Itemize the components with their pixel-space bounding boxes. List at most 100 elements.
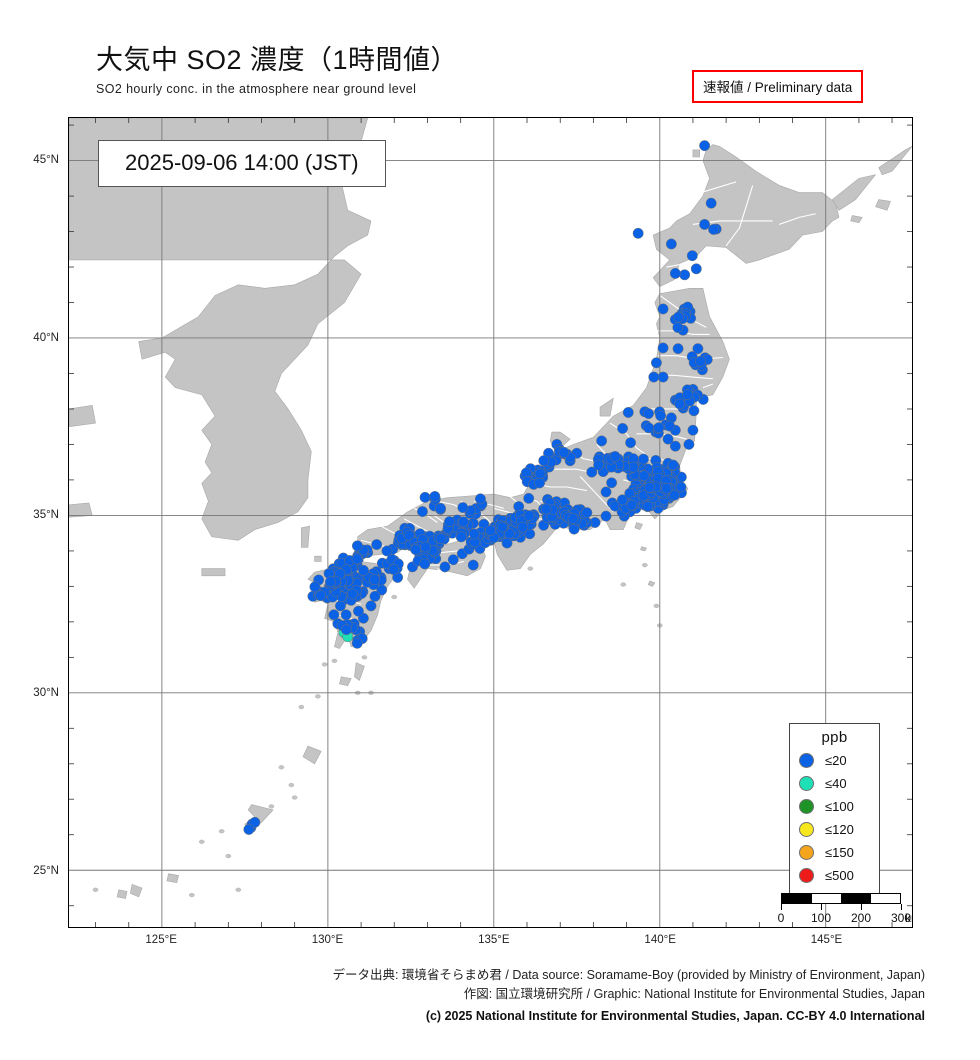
station-point[interactable] xyxy=(662,433,674,445)
station-point[interactable] xyxy=(439,561,451,573)
station-point[interactable] xyxy=(617,422,629,434)
station-point[interactable] xyxy=(600,510,612,522)
station-point[interactable] xyxy=(672,311,684,323)
station-point[interactable] xyxy=(593,459,605,471)
station-point[interactable] xyxy=(249,816,261,828)
station-point[interactable] xyxy=(596,435,608,447)
station-point[interactable] xyxy=(455,531,467,543)
station-point[interactable] xyxy=(468,528,480,540)
station-point[interactable] xyxy=(686,250,698,262)
station-point[interactable] xyxy=(669,267,681,279)
station-point[interactable] xyxy=(315,590,327,602)
station-point[interactable] xyxy=(410,544,422,556)
station-point[interactable] xyxy=(457,502,469,513)
legend-item-4[interactable]: ≤150 xyxy=(790,841,879,864)
legend-item-1[interactable]: ≤40 xyxy=(790,772,879,795)
station-point[interactable] xyxy=(309,581,321,593)
station-point[interactable] xyxy=(657,371,669,383)
station-point[interactable] xyxy=(467,559,479,571)
station-point[interactable] xyxy=(653,422,665,434)
station-point[interactable] xyxy=(699,140,711,152)
station-point[interactable] xyxy=(661,483,673,494)
station-point[interactable] xyxy=(600,486,612,498)
station-point[interactable] xyxy=(351,540,363,552)
station-point[interactable] xyxy=(417,506,428,517)
map-plot-area[interactable]: 2025-09-06 14:00 (JST) ppb ≤20 ≤40 ≤100 ≤12… xyxy=(68,117,913,928)
station-point[interactable] xyxy=(674,398,686,410)
station-point[interactable] xyxy=(340,609,352,621)
station-point[interactable] xyxy=(538,455,550,467)
station-point[interactable] xyxy=(679,269,691,281)
station-point[interactable] xyxy=(687,424,699,436)
station-point[interactable] xyxy=(388,564,399,575)
station-point[interactable] xyxy=(474,493,486,505)
station-point[interactable] xyxy=(643,408,654,420)
station-point[interactable] xyxy=(351,637,363,649)
station-point[interactable] xyxy=(669,440,681,452)
station-point[interactable] xyxy=(644,481,655,493)
station-point[interactable] xyxy=(534,468,546,480)
station-point[interactable] xyxy=(683,438,695,450)
legend-item-2[interactable]: ≤100 xyxy=(790,795,879,818)
station-point[interactable] xyxy=(567,513,579,524)
station-point[interactable] xyxy=(657,303,669,315)
station-point[interactable] xyxy=(568,523,580,535)
station-point[interactable] xyxy=(365,600,377,612)
station-point[interactable] xyxy=(638,453,649,465)
station-point[interactable] xyxy=(371,539,383,550)
station-point[interactable] xyxy=(429,491,441,502)
station-point[interactable] xyxy=(616,494,628,506)
station-point[interactable] xyxy=(243,824,255,835)
station-point[interactable] xyxy=(643,422,655,434)
station-point[interactable] xyxy=(381,545,393,557)
station-point[interactable] xyxy=(642,500,654,512)
station-point[interactable] xyxy=(664,420,676,432)
station-point[interactable] xyxy=(435,533,447,544)
station-point[interactable] xyxy=(688,405,700,417)
station-point[interactable] xyxy=(540,503,552,515)
legend-item-3[interactable]: ≤120 xyxy=(790,818,879,841)
station-point[interactable] xyxy=(340,624,352,636)
station-point[interactable] xyxy=(335,600,346,612)
station-point[interactable] xyxy=(586,466,598,478)
station-point[interactable] xyxy=(346,588,358,600)
station-point[interactable] xyxy=(667,459,679,471)
station-point[interactable] xyxy=(328,609,340,621)
station-point[interactable] xyxy=(517,521,529,533)
station-point[interactable] xyxy=(672,343,684,355)
station-point[interactable] xyxy=(485,525,496,537)
station-point[interactable] xyxy=(325,576,336,588)
station-point[interactable] xyxy=(625,437,637,449)
station-point[interactable] xyxy=(650,357,662,369)
station-point[interactable] xyxy=(609,451,621,462)
station-point[interactable] xyxy=(458,516,469,528)
station-point[interactable] xyxy=(419,558,431,570)
station-point[interactable] xyxy=(699,219,711,230)
station-point[interactable] xyxy=(695,355,706,367)
station-point[interactable] xyxy=(638,470,650,482)
station-point[interactable] xyxy=(558,446,570,458)
station-point[interactable] xyxy=(657,342,669,354)
station-point[interactable] xyxy=(496,521,508,533)
station-point[interactable] xyxy=(705,197,717,209)
station-point[interactable] xyxy=(403,529,415,541)
station-point[interactable] xyxy=(655,410,667,422)
station-point[interactable] xyxy=(648,371,660,383)
station-point[interactable] xyxy=(690,263,702,275)
station-point[interactable] xyxy=(420,541,431,553)
station-point[interactable] xyxy=(352,605,364,617)
station-point[interactable] xyxy=(447,554,459,566)
station-point[interactable] xyxy=(622,407,634,418)
station-point[interactable] xyxy=(523,510,535,522)
station-point[interactable] xyxy=(351,553,363,565)
station-point[interactable] xyxy=(419,491,431,503)
station-point[interactable] xyxy=(444,516,455,528)
station-point[interactable] xyxy=(581,507,593,519)
station-point[interactable] xyxy=(626,499,638,511)
station-point[interactable] xyxy=(692,343,704,355)
station-point[interactable] xyxy=(369,574,381,586)
station-point[interactable] xyxy=(665,238,677,250)
station-point[interactable] xyxy=(669,489,681,501)
station-point[interactable] xyxy=(682,389,693,401)
station-point[interactable] xyxy=(632,227,644,239)
